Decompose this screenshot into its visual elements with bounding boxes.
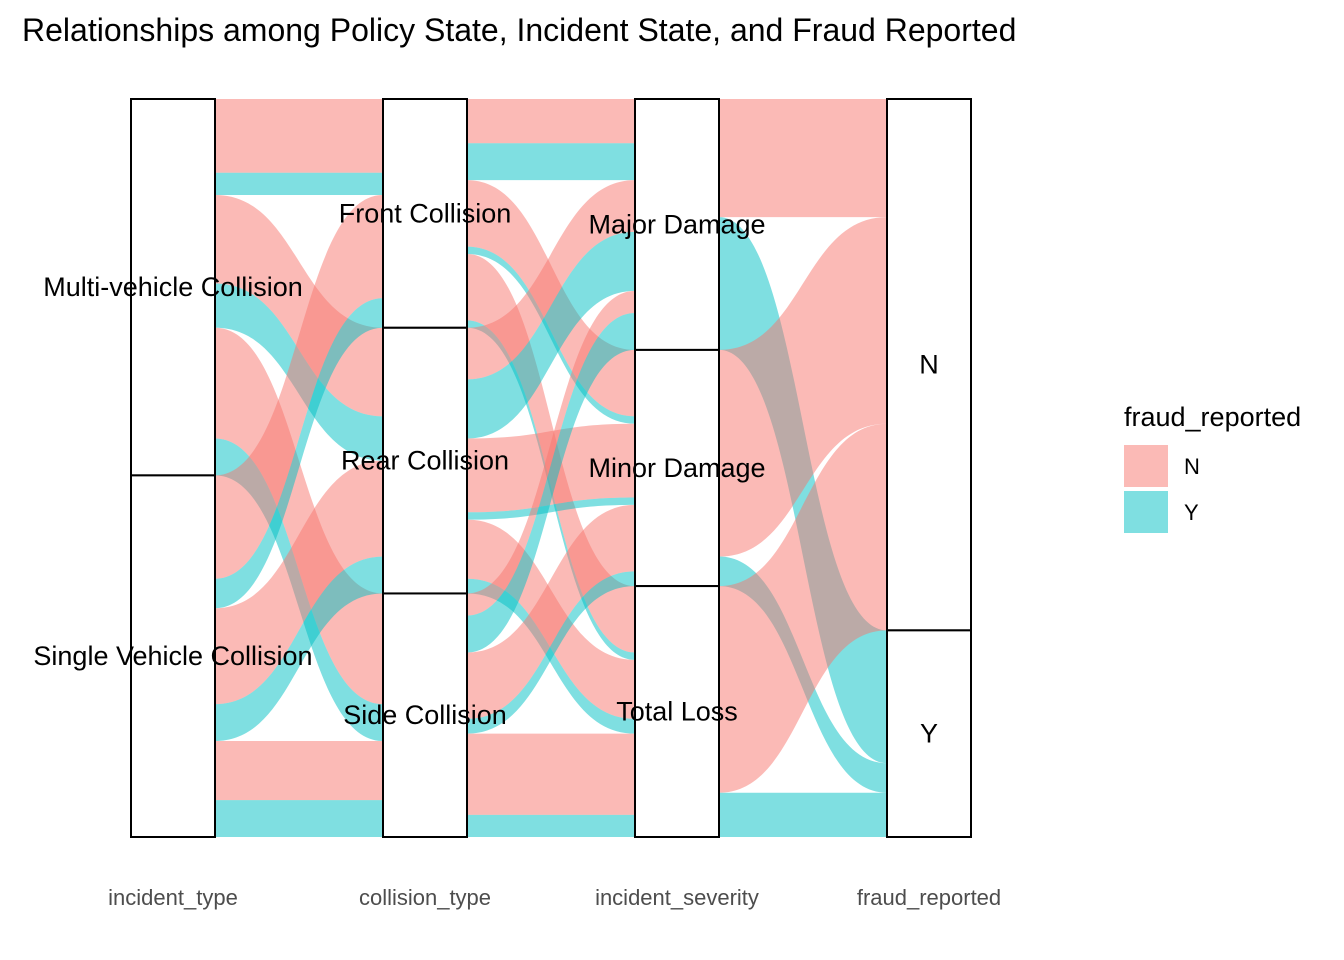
stratum-fraud-reported-n	[886, 98, 972, 632]
flow-multi-vehicle-collision-to-rear-collision-n	[215, 194, 383, 417]
flow-side-collision-to-major-damage-y	[467, 313, 635, 653]
flow-total-loss-to-n-n	[719, 423, 887, 793]
flow-single-vehicle-collision-to-rear-collision-y	[215, 556, 383, 742]
stratum-label-side-collision: Side Collision	[343, 700, 507, 730]
stratum-label-y: Y	[920, 719, 938, 749]
legend: fraud_reported NY	[1124, 402, 1301, 533]
legend-title: fraud_reported	[1124, 402, 1301, 432]
x-tick-collision-type: collision_type	[359, 885, 491, 910]
stratum-label-n: N	[919, 350, 939, 380]
flow-rear-collision-to-minor-damage-y	[467, 497, 635, 520]
flows-layer	[215, 99, 887, 837]
legend-label-n: N	[1184, 454, 1200, 479]
stratum-label-minor-damage: Minor Damage	[588, 453, 765, 483]
flow-multi-vehicle-collision-to-front-collision-n	[215, 99, 383, 173]
stratum-incident-severity-minor-damage	[634, 348, 720, 588]
stratum-label-major-damage: Major Damage	[588, 209, 765, 239]
flow-rear-collision-to-major-damage-n	[467, 180, 635, 380]
flow-side-collision-to-major-damage-n	[467, 290, 635, 616]
stratum-label-single-vehicle-collision: Single Vehicle Collision	[33, 641, 312, 671]
x-axis: incident_type collision_type incident_seve…	[108, 885, 1001, 910]
stratum-incident-type-single-vehicle-collision	[130, 474, 216, 838]
flow-front-collision-to-major-damage-y	[467, 143, 635, 181]
x-tick-incident-severity: incident_severity	[595, 885, 759, 910]
flow-single-vehicle-collision-to-front-collision-n	[215, 194, 383, 579]
stratum-label-rear-collision: Rear Collision	[341, 446, 509, 476]
legend-label-y: Y	[1184, 500, 1199, 525]
stratum-label-multi-vehicle-collision: Multi-vehicle Collision	[43, 272, 303, 302]
stratum-fraud-reported-y	[886, 629, 972, 838]
stratum-labels-layer: Multi-vehicle Collision Single Vehicle Co…	[33, 198, 938, 748]
flow-single-vehicle-collision-to-rear-collision-n	[215, 460, 383, 705]
strata-layer	[130, 98, 972, 839]
flow-multi-vehicle-collision-to-front-collision-y	[215, 172, 383, 195]
x-tick-incident-type: incident_type	[108, 885, 238, 910]
flow-side-collision-to-minor-damage-y	[467, 571, 635, 734]
flow-major-damage-to-n-n	[719, 99, 887, 218]
stratum-incident-severity-total-loss	[634, 585, 720, 839]
x-tick-fraud-reported: fraud_reported	[857, 885, 1001, 910]
flow-side-collision-to-total-loss-n	[467, 733, 635, 815]
stratum-incident-type-multi-vehicle-collision	[130, 98, 216, 477]
flow-multi-vehicle-collision-to-side-collision-n	[215, 327, 383, 705]
legend-key-n	[1124, 445, 1168, 487]
stratum-incident-severity-major-damage	[634, 98, 720, 351]
legend-key-y	[1124, 491, 1168, 533]
flow-side-collision-to-minor-damage-n	[467, 504, 635, 719]
stratum-label-total-loss: Total Loss	[616, 697, 738, 727]
stratum-label-front-collision: Front Collision	[339, 198, 512, 228]
flow-front-collision-to-major-damage-n	[467, 99, 635, 144]
flow-total-loss-to-y-y	[719, 792, 887, 837]
stratum-collision-type-side-collision	[382, 592, 468, 839]
flow-side-collision-to-total-loss-y	[467, 814, 635, 837]
flow-single-vehicle-collision-to-side-collision-n	[215, 741, 383, 801]
flow-minor-damage-to-n-n	[719, 217, 887, 557]
chart-title: Relationships among Policy State, Incide…	[22, 12, 1016, 48]
flow-single-vehicle-collision-to-front-collision-y	[215, 298, 383, 609]
flow-single-vehicle-collision-to-side-collision-y	[215, 800, 383, 837]
flow-rear-collision-to-major-damage-y	[467, 231, 635, 439]
